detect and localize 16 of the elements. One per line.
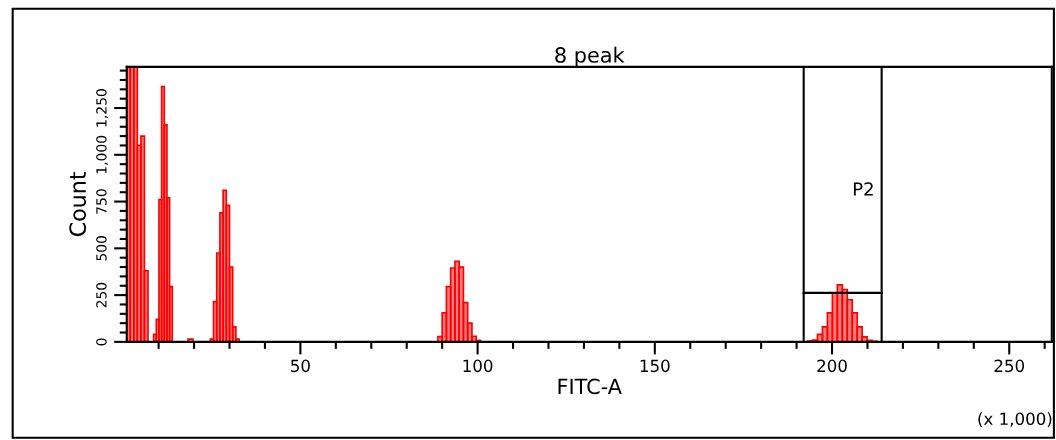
y-axis-title: Count [69, 171, 87, 237]
x-tick-label: 250 [994, 359, 1025, 373]
x-tick-label: 100 [463, 359, 493, 373]
x-tick-label: 150 [640, 359, 670, 373]
ref-line-label: P2 [853, 182, 873, 196]
y-tick-label: 0 [96, 338, 107, 346]
x-tick-label: 50 [291, 359, 310, 373]
chart-title: 8 peak [555, 46, 625, 67]
x-tick-label: 200 [817, 359, 847, 373]
y-tick-label: 250 [96, 282, 107, 308]
y-tick-label: 750 [96, 189, 107, 214]
y-tick-label: 1,250 [96, 89, 109, 127]
y-tick-label: 1,000 [96, 135, 109, 174]
x-axis-title: FITC-A [558, 378, 622, 395]
y-tick-label: 500 [96, 236, 107, 261]
text: (x 1,000) [978, 412, 1052, 427]
